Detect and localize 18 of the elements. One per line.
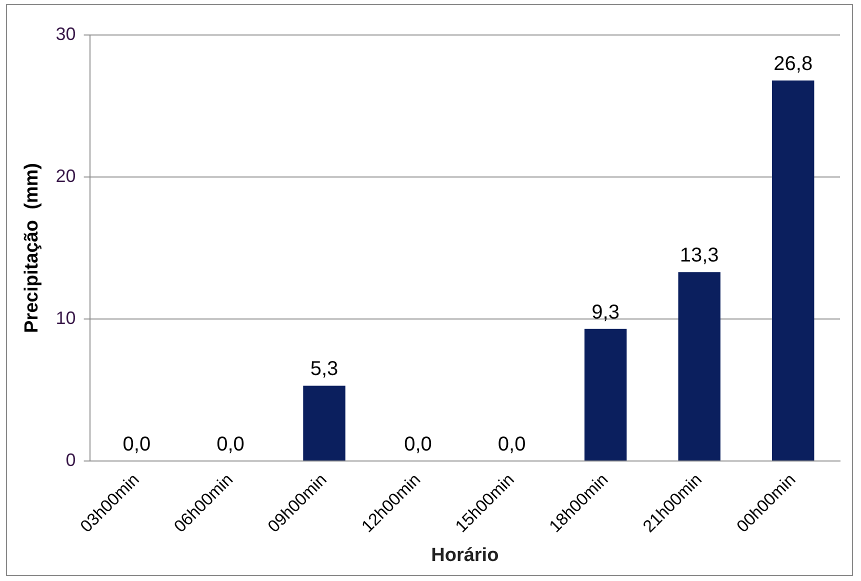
bar	[303, 386, 346, 460]
data-label: 13,3	[680, 244, 719, 267]
y-tick-label: 20	[56, 166, 76, 186]
bar	[772, 80, 814, 460]
data-label: 0,0	[498, 433, 526, 456]
y-tick-label: 30	[56, 24, 76, 44]
data-label: 9,3	[592, 301, 620, 324]
y-tick-label: 0	[66, 450, 76, 470]
data-label: 0,0	[122, 433, 151, 456]
bar	[678, 272, 720, 460]
data-label: 26,8	[774, 52, 813, 75]
y-axis-title: Precipitação (mm)	[22, 162, 43, 333]
data-label: 0,0	[404, 433, 432, 456]
data-label: 0,0	[216, 433, 244, 456]
y-tick-label: 10	[56, 308, 76, 328]
bar	[584, 328, 627, 460]
x-axis-title: Horário	[431, 544, 499, 566]
data-label: 5,3	[310, 358, 338, 380]
